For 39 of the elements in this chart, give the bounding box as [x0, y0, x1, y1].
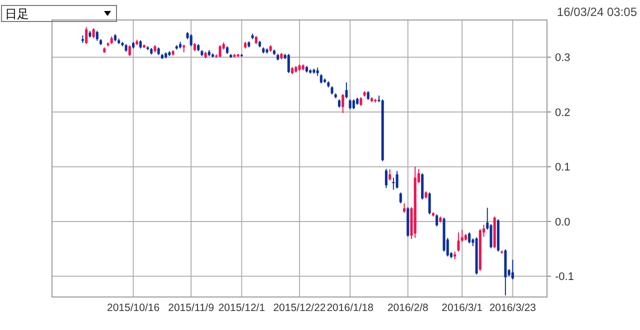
candlestick: [403, 202, 406, 214]
candlestick: [96, 30, 98, 42]
x-tick-label: 2016/2/8: [387, 302, 428, 314]
text: 16/03/24 03:05: [556, 5, 638, 19]
x-tick-label: 2016/3/23: [489, 302, 536, 314]
candlestick: [320, 74, 322, 84]
candlestick: [460, 229, 464, 242]
candlestick: [218, 44, 222, 58]
candlestick: [388, 168, 392, 181]
x-tick-label: 2015/12/22: [273, 302, 326, 314]
text: 日足: [5, 7, 29, 21]
y-tick-label: 0.0: [555, 216, 570, 228]
candlestick: [392, 177, 395, 190]
x-tick-label: 2015/10/16: [107, 302, 160, 314]
candlestick: [511, 259, 514, 280]
candlestick: [345, 82, 348, 99]
candlestick: [348, 98, 352, 110]
y-tick-label: 0.3: [555, 52, 570, 64]
candlestick: [342, 93, 344, 114]
candlestick: [436, 214, 438, 227]
y-tick-label: 0.1: [555, 162, 570, 174]
x-tick-label: 2015/11/9: [168, 302, 214, 314]
candlestick: [92, 28, 95, 39]
candlestick: [352, 98, 355, 110]
candlestick: [190, 34, 192, 47]
candlestick: [384, 168, 388, 189]
x-tick-label: 2016/1/18: [326, 302, 374, 314]
candlestick: [399, 192, 402, 204]
candlestick: [128, 44, 131, 57]
candlestick: [396, 170, 398, 190]
candlestick: [457, 232, 460, 252]
candlestick: [428, 192, 431, 215]
candlestick: [287, 53, 290, 74]
candlestick: [85, 26, 88, 45]
candlestick: [468, 232, 471, 244]
x-tick-label: 2015/12/1: [218, 302, 266, 314]
y-tick-label: 0.2: [555, 106, 570, 119]
y-tick-label: -0.1: [555, 271, 574, 284]
x-tick-label: 2016/3/1: [442, 302, 483, 314]
